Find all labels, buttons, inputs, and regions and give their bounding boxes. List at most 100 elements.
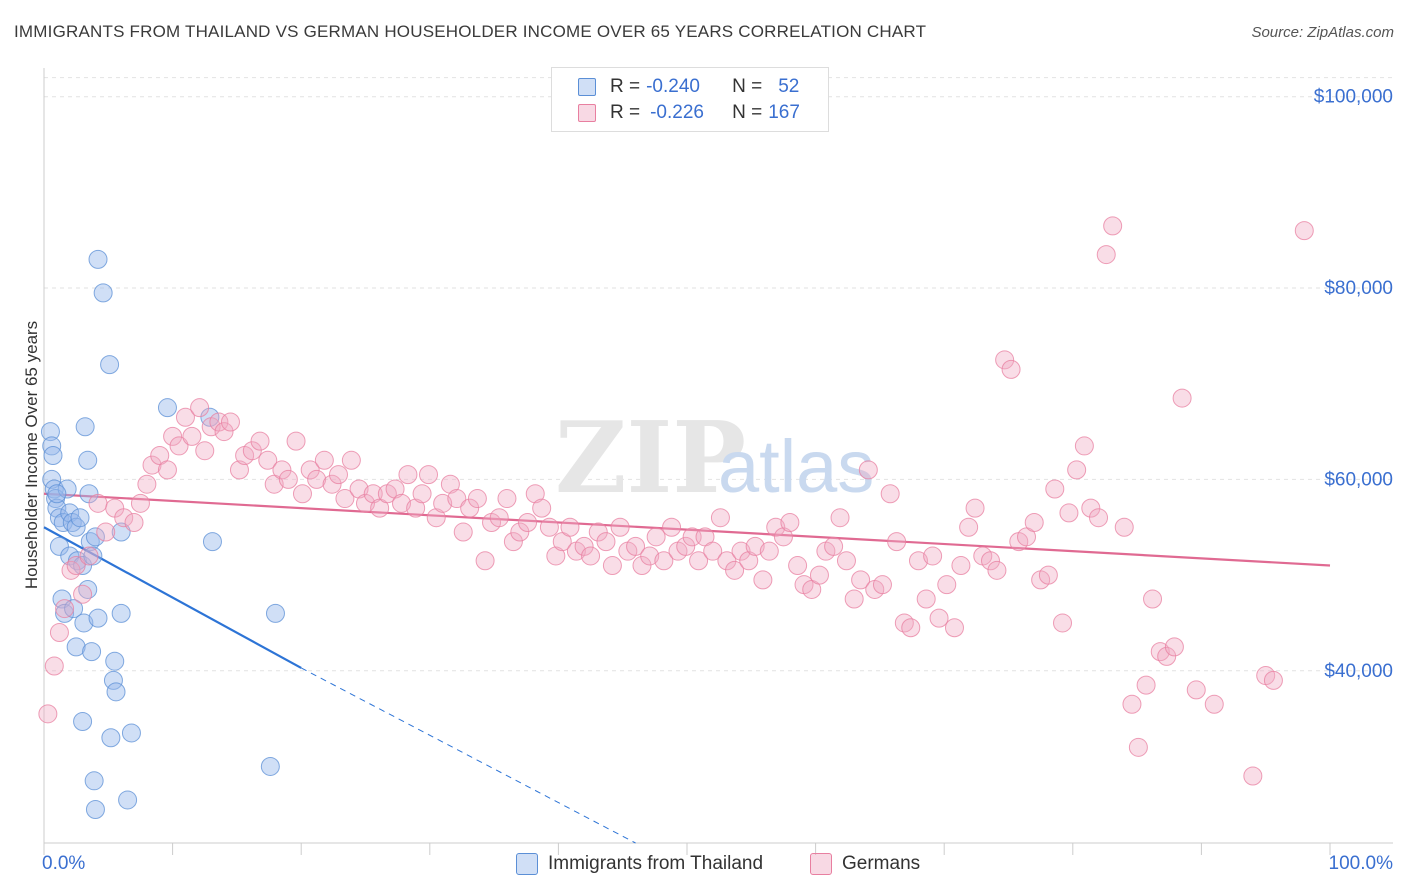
german-point <box>539 517 559 537</box>
german-point <box>497 489 517 509</box>
german-point <box>1001 359 1021 379</box>
german-point <box>1045 479 1065 499</box>
german-point <box>1157 646 1177 666</box>
german-point <box>250 431 270 451</box>
german-point <box>96 522 116 542</box>
series-label-germans: Germans <box>842 853 921 874</box>
german-point <box>44 656 64 676</box>
german-point <box>322 474 342 494</box>
thailand-point <box>260 756 280 776</box>
german-point <box>229 460 249 480</box>
german-point <box>363 484 383 504</box>
thailand-point <box>75 417 95 437</box>
german-point <box>908 551 928 571</box>
german-point <box>1128 737 1148 757</box>
german-point <box>124 512 144 532</box>
thailand-point <box>82 642 102 662</box>
german-point <box>880 484 900 504</box>
german-point <box>602 556 622 576</box>
german-point <box>1089 508 1109 528</box>
german-point <box>300 460 320 480</box>
series-thailand-points <box>40 249 285 820</box>
german-point <box>1263 670 1283 690</box>
german-point <box>532 498 552 518</box>
thailand-point <box>47 484 67 504</box>
german-point <box>596 532 616 552</box>
thailand-point <box>105 651 125 671</box>
german-point <box>286 431 306 451</box>
y-tick-label: $40,000 <box>1324 661 1393 682</box>
x-tick-label: 0.0% <box>42 853 85 874</box>
german-point <box>1243 766 1263 786</box>
series-swatch-germans <box>810 853 832 875</box>
chart-title: IMMIGRANTS FROM THAILAND VS GERMAN HOUSE… <box>14 22 927 41</box>
german-point <box>929 608 949 628</box>
thailand-point <box>78 450 98 470</box>
german-point <box>995 350 1015 370</box>
y-tick-label: $80,000 <box>1324 278 1393 299</box>
german-point <box>654 551 674 571</box>
german-point <box>780 512 800 532</box>
legend-n-label: N = <box>732 102 763 123</box>
german-point <box>1172 388 1192 408</box>
german-point <box>209 412 229 432</box>
german-point <box>1038 565 1058 585</box>
german-point <box>272 460 292 480</box>
german-point <box>88 493 108 513</box>
german-point <box>725 560 745 580</box>
german-point <box>398 465 418 485</box>
german-point <box>142 455 162 475</box>
german-point <box>703 541 723 561</box>
german-point <box>1164 637 1184 657</box>
german-point <box>731 541 751 561</box>
german-point <box>341 450 361 470</box>
german-point <box>169 436 189 456</box>
legend-n-value: 52 <box>778 76 800 97</box>
legend-swatch-thailand <box>578 78 596 96</box>
thailand-point <box>49 536 69 556</box>
german-point <box>1053 613 1073 633</box>
german-point <box>965 498 985 518</box>
german-point <box>385 479 405 499</box>
y-axis-label: Householder Income Over 65 years <box>22 321 41 589</box>
german-point <box>460 498 480 518</box>
german-point <box>844 589 864 609</box>
thailand-point <box>66 637 86 657</box>
german-point <box>1122 694 1142 714</box>
german-point <box>489 508 509 528</box>
german-point <box>214 422 234 442</box>
german-point <box>858 460 878 480</box>
tick-labels: $100,000 $80,000 $60,000 $40,000 0.0% 100.0% <box>42 87 1393 874</box>
german-point <box>1136 675 1156 695</box>
german-point <box>560 517 580 537</box>
german-point <box>632 556 652 576</box>
thailand-point <box>43 446 63 465</box>
german-point <box>307 469 327 489</box>
german-point <box>349 479 369 499</box>
german-point <box>453 522 473 542</box>
german-point <box>1204 694 1224 714</box>
german-point <box>987 560 1007 580</box>
thailand-trend-line <box>43 526 302 669</box>
thailand-point <box>111 522 131 542</box>
german-point <box>392 493 412 513</box>
thailand-point <box>100 355 120 375</box>
watermark-zip: ZIP <box>555 401 746 516</box>
german-point <box>581 546 601 566</box>
thailand-point <box>66 517 86 537</box>
german-point <box>753 570 773 590</box>
german-point <box>610 517 630 537</box>
thailand-point <box>57 479 77 499</box>
thailand-point <box>121 723 141 743</box>
german-point <box>951 556 971 576</box>
german-point <box>788 556 808 576</box>
thailand-point <box>88 249 108 269</box>
german-point <box>766 517 786 537</box>
source-credit: Source: ZipAtlas.com <box>1251 24 1394 41</box>
legend-r-value: -0.240 <box>646 76 700 97</box>
thailand-point <box>103 670 123 690</box>
german-point <box>937 575 957 595</box>
series-label-thailand: Immigrants from Thailand <box>548 853 764 874</box>
thailand-point <box>88 608 108 628</box>
